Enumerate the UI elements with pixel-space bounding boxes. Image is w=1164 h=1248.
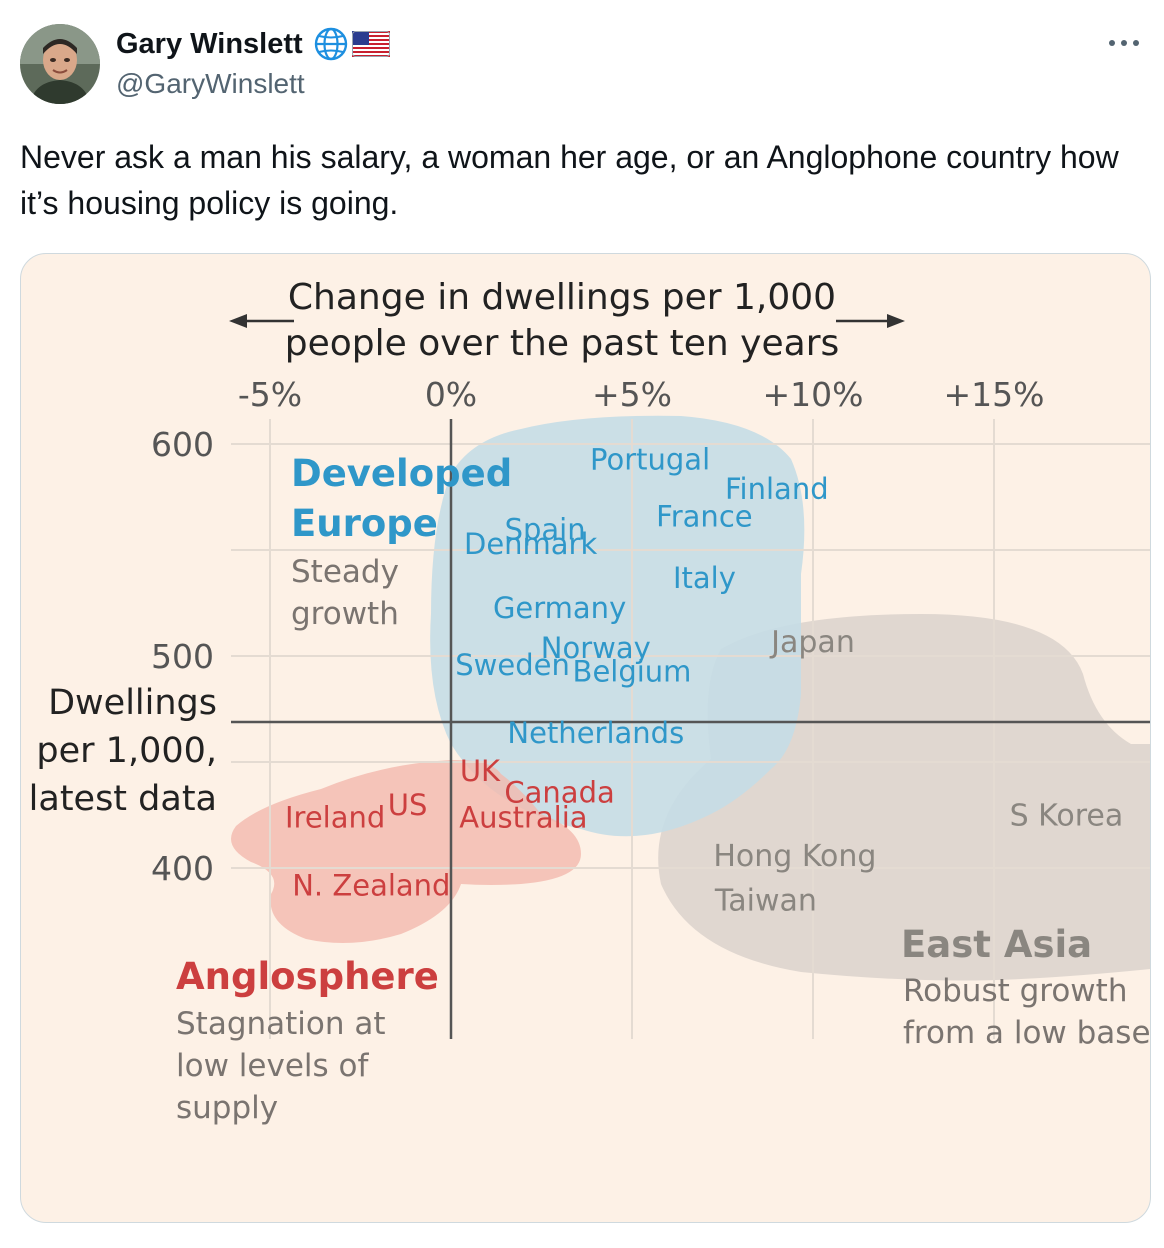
y-tick-label: 500 (151, 637, 214, 676)
tweet-text: Never ask a man his salary, a woman her … (20, 139, 1119, 221)
x-tick-label: +10% (763, 375, 864, 414)
point-label-finland: Finland (725, 472, 829, 506)
point-label-taiwan: Taiwan (714, 883, 817, 918)
point-label-hong-kong: Hong Kong (713, 839, 876, 874)
y-tick-label: 600 (151, 425, 214, 464)
y-axis-title-line3: latest data (29, 779, 217, 819)
point-label-norway: Norway (541, 631, 651, 665)
more-options-button[interactable] (1104, 28, 1144, 58)
tweet-image[interactable]: -5% 0% +5% +10% +15% 600 500 400 Portugal Finland… (20, 253, 1151, 1223)
point-label-us: US (388, 788, 428, 822)
developed-europe-heading-line2: Europe (291, 502, 438, 545)
x-tick-label: +5% (592, 375, 672, 414)
author-avatar[interactable] (20, 24, 100, 104)
globe-icon (314, 27, 347, 61)
right-arrow-icon (836, 314, 905, 328)
developed-europe-subtitle-line2: growth (291, 596, 399, 632)
point-label-spain: Spain (505, 512, 586, 546)
x-axis-title-line1: Change in dwellings per 1,000 (288, 277, 836, 318)
anglosphere-subtitle-line1: Stagnation at (176, 1006, 386, 1042)
developed-europe-subtitle-line1: Steady (291, 554, 399, 590)
housing-chart: -5% 0% +5% +10% +15% 600 500 400 Portugal Finland… (29, 277, 1150, 1126)
avatar-photo (20, 24, 100, 104)
point-label-germany: Germany (493, 591, 626, 625)
point-label-netherlands: Netherlands (507, 716, 684, 750)
us-flag-icon (351, 31, 390, 57)
x-axis-title-line2: people over the past ten years (285, 323, 840, 364)
point-label-australia: Australia (459, 801, 587, 835)
x-tick-label: +15% (944, 375, 1045, 414)
point-label-n-zealand: N. Zealand (292, 869, 450, 903)
point-label-japan: Japan (769, 625, 855, 660)
y-axis-title-line2: per 1,000, (36, 731, 217, 771)
author-name[interactable]: Gary Winslett (116, 26, 390, 62)
east-asia-heading: East Asia (901, 923, 1092, 966)
anglosphere-region (231, 759, 581, 943)
anglosphere-subtitle-line2: low levels of (176, 1048, 369, 1084)
point-label-canada: Canada (504, 775, 614, 809)
y-axis-title-line1: Dwellings (48, 683, 217, 723)
x-tick-label: -5% (238, 375, 302, 414)
point-label-italy: Italy (673, 561, 736, 595)
developed-europe-region (430, 415, 805, 837)
developed-europe-heading-line1: Developed (291, 452, 512, 495)
anglosphere-subtitle-line3: supply (176, 1090, 278, 1126)
x-tick-label: 0% (425, 375, 477, 414)
point-label-portugal: Portugal (590, 442, 710, 476)
point-label-uk: UK (460, 754, 501, 788)
y-tick-label: 400 (151, 849, 214, 888)
point-label-denmark: Denmark (464, 527, 597, 561)
east-asia-subtitle-line2: from a low base (903, 1015, 1150, 1051)
point-label-france: France (656, 500, 752, 534)
author-name-text: Gary Winslett (116, 27, 303, 60)
east-asia-subtitle-line1: Robust growth (903, 973, 1127, 1009)
point-label-ireland: Ireland (285, 801, 385, 835)
anglosphere-heading: Anglosphere (176, 955, 439, 998)
point-label-sweden: Sweden (455, 648, 570, 682)
author-handle[interactable]: @GaryWinslett (116, 68, 305, 99)
more-icon (1109, 40, 1139, 46)
left-arrow-icon (229, 314, 294, 328)
point-label-belgium: Belgium (573, 654, 692, 688)
point-label-s-korea: S Korea (1010, 799, 1124, 834)
